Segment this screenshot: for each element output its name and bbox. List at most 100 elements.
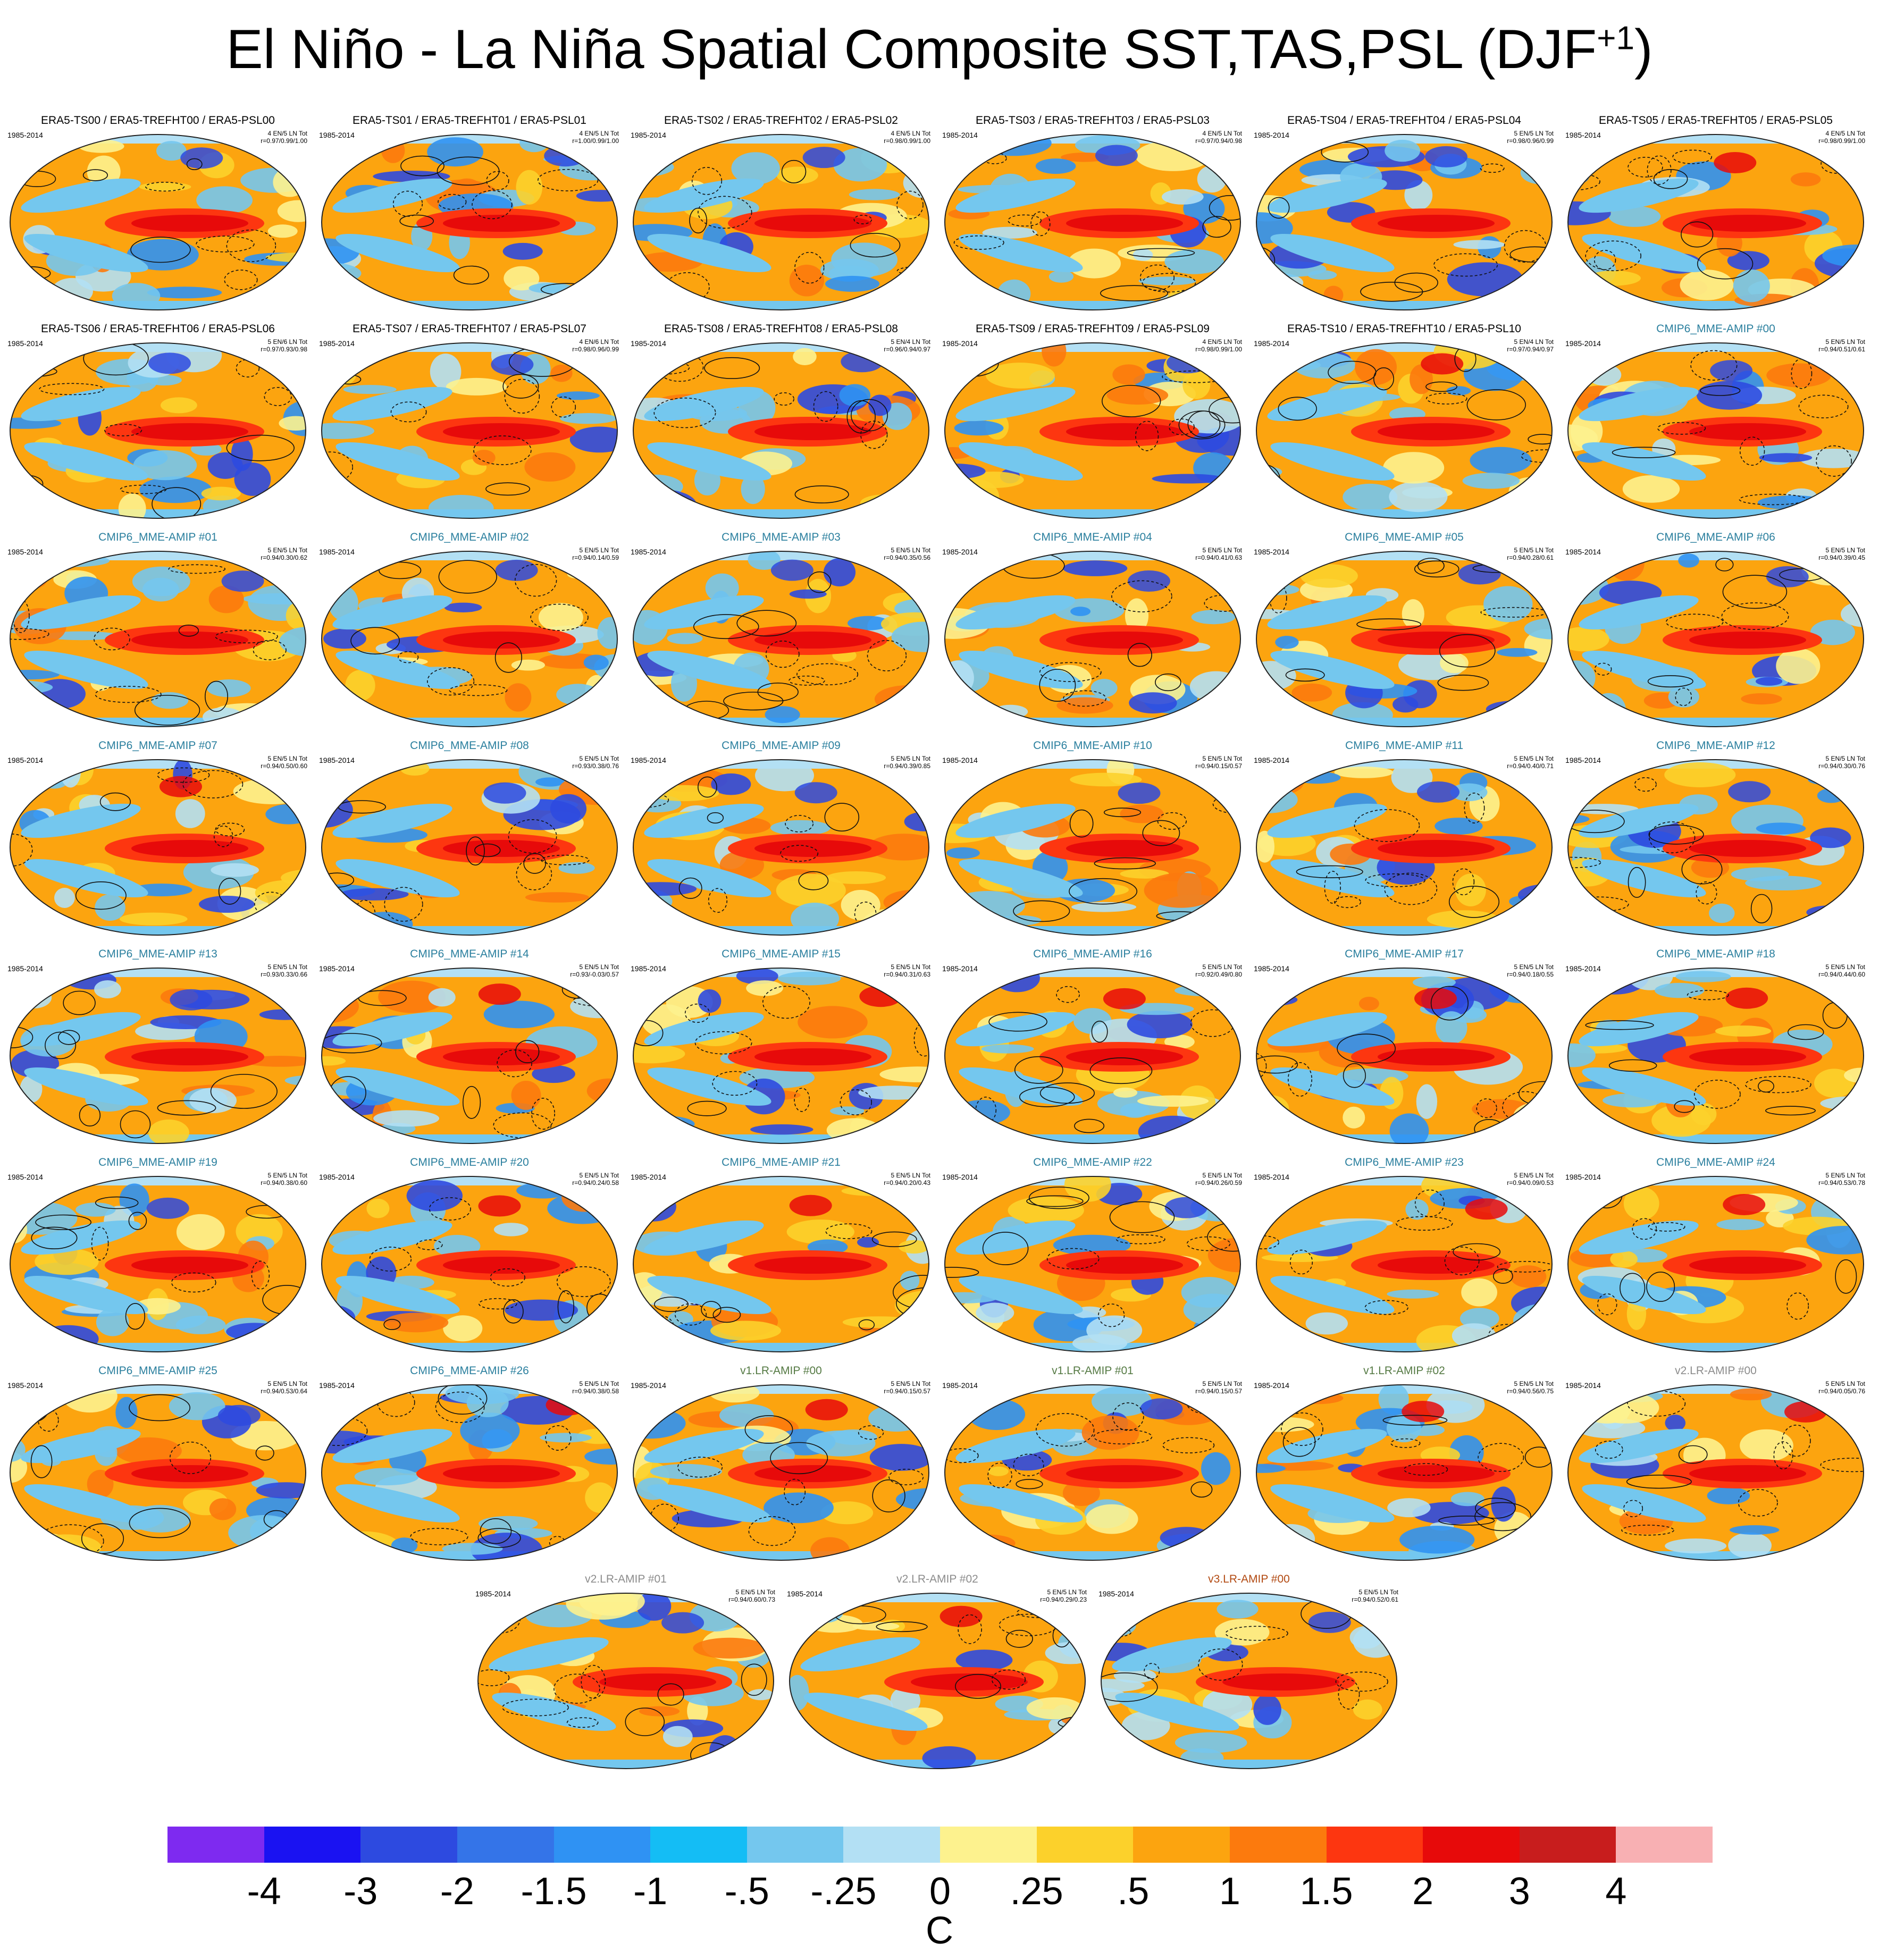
panel-title: CMIP6_MME-AMIP #12 bbox=[1656, 739, 1775, 752]
panel-title: CMIP6_MME-AMIP #10 bbox=[1033, 739, 1152, 752]
panel-period: 1985-2014 bbox=[319, 339, 355, 348]
map-panel: CMIP6_MME-AMIP #04 1985-2014 5 EN/5 LN Tot… bbox=[941, 531, 1244, 733]
panel-title: ERA5-TS04 / ERA5-TREFHT04 / ERA5-PSL04 bbox=[1287, 114, 1521, 127]
panel-correlations: r=0.94/0.56/0.75 bbox=[1507, 1387, 1554, 1395]
map-panel: CMIP6_MME-AMIP #08 1985-2014 5 EN/5 LN Tot… bbox=[318, 739, 621, 941]
panel-period: 1985-2014 bbox=[7, 1173, 43, 1181]
panel-event-counts: 5 EN/5 LN Tot bbox=[579, 546, 619, 554]
panel-period: 1985-2014 bbox=[942, 1173, 978, 1181]
panel-correlations: r=0.98/0.99/1.00 bbox=[1818, 137, 1865, 145]
globe-outline bbox=[633, 342, 929, 519]
panel-title: ERA5-TS06 / ERA5-TREFHT06 / ERA5-PSL06 bbox=[41, 323, 275, 335]
panel-correlations: r=1.00/0.99/1.00 bbox=[572, 137, 619, 145]
map-panel: CMIP6_MME-AMIP #11 1985-2014 5 EN/5 LN Tot… bbox=[1253, 739, 1556, 941]
colorbar-swatch bbox=[650, 1827, 747, 1863]
colorbar-swatch bbox=[167, 1827, 264, 1863]
panel-period: 1985-2014 bbox=[631, 1173, 666, 1181]
panel-event-counts: 5 EN/5 LN Tot bbox=[579, 1380, 619, 1387]
temperature-field bbox=[1568, 551, 1864, 727]
temperature-field bbox=[1256, 760, 1552, 935]
panel-title: CMIP6_MME-AMIP #15 bbox=[722, 948, 841, 960]
panel-period: 1985-2014 bbox=[787, 1589, 823, 1598]
temperature-field bbox=[945, 968, 1240, 1143]
panel-event-counts: 5 EN/5 LN Tot bbox=[1514, 963, 1554, 971]
panel-event-counts: 5 EN/6 LN Tot bbox=[267, 338, 307, 346]
panel-title: ERA5-TS07 / ERA5-TREFHT07 / ERA5-PSL07 bbox=[353, 323, 586, 335]
map-panel: CMIP6_MME-AMIP #01 1985-2014 5 EN/5 LN Tot… bbox=[6, 531, 309, 733]
globe-outline bbox=[944, 134, 1241, 310]
panel-event-counts: 5 EN/5 LN Tot bbox=[891, 755, 930, 762]
panel-correlations: r=0.97/0.99/1.00 bbox=[261, 137, 307, 145]
map-panel: CMIP6_MME-AMIP #09 1985-2014 5 EN/5 LN Tot… bbox=[630, 739, 933, 941]
globe-outline bbox=[1567, 134, 1864, 310]
globe-map bbox=[10, 551, 306, 727]
globe-map bbox=[477, 1593, 774, 1769]
map-panel: CMIP6_MME-AMIP #21 1985-2014 5 EN/5 LN Tot… bbox=[630, 1156, 933, 1358]
temperature-field bbox=[633, 343, 929, 518]
panel-title: CMIP6_MME-AMIP #05 bbox=[1345, 531, 1464, 543]
panel-event-counts: 5 EN/4 LN Tot bbox=[1514, 338, 1554, 346]
map-panel: CMIP6_MME-AMIP #06 1985-2014 5 EN/5 LN Tot… bbox=[1564, 531, 1867, 733]
colorbar-swatch bbox=[1036, 1827, 1134, 1863]
globe-map bbox=[1101, 1593, 1397, 1769]
globe-outline bbox=[1567, 759, 1864, 936]
panel-period: 1985-2014 bbox=[1254, 1381, 1289, 1390]
panel-period: 1985-2014 bbox=[1254, 131, 1289, 139]
temperature-field bbox=[633, 134, 929, 310]
globe-outline bbox=[10, 342, 306, 519]
colorbar bbox=[167, 1827, 1713, 1863]
temperature-field bbox=[322, 968, 617, 1143]
panel-event-counts: 5 EN/5 LN Tot bbox=[579, 755, 619, 762]
panel-period: 1985-2014 bbox=[319, 1381, 355, 1390]
temperature-field bbox=[1101, 1593, 1397, 1769]
globe-outline bbox=[944, 968, 1241, 1144]
map-panel: v1.LR-AMIP #00 1985-2014 5 EN/5 LN Tot r=0.… bbox=[630, 1364, 933, 1566]
colorbar-tick-label: -1.5 bbox=[521, 1870, 587, 1913]
map-panel: ERA5-TS07 / ERA5-TREFHT07 / ERA5-PSL07 19… bbox=[318, 322, 621, 524]
colorbar-swatch bbox=[553, 1827, 651, 1863]
colorbar-swatch bbox=[1229, 1827, 1327, 1863]
panel-event-counts: 5 EN/5 LN Tot bbox=[1358, 1588, 1398, 1596]
temperature-field bbox=[322, 1385, 617, 1560]
panel-correlations: r=0.94/0.30/0.62 bbox=[261, 554, 307, 561]
panel-period: 1985-2014 bbox=[1565, 964, 1601, 973]
temperature-field bbox=[10, 551, 306, 727]
globe-outline bbox=[633, 1384, 929, 1561]
panel-event-counts: 5 EN/5 LN Tot bbox=[735, 1588, 775, 1596]
panel-title: CMIP6_MME-AMIP #03 bbox=[722, 531, 841, 543]
panel-period: 1985-2014 bbox=[7, 339, 43, 348]
figure-title-close: ) bbox=[1634, 19, 1653, 80]
panel-title: CMIP6_MME-AMIP #22 bbox=[1033, 1156, 1152, 1168]
globe-outline bbox=[10, 1384, 306, 1561]
globe-map bbox=[944, 1176, 1241, 1352]
panel-period: 1985-2014 bbox=[1565, 1173, 1601, 1181]
globe-map bbox=[321, 1176, 618, 1352]
map-panel: CMIP6_MME-AMIP #17 1985-2014 5 EN/5 LN Tot… bbox=[1253, 947, 1556, 1149]
colorbar-units: C bbox=[926, 1909, 953, 1952]
panel-title: ERA5-TS00 / ERA5-TREFHT00 / ERA5-PSL00 bbox=[41, 114, 275, 127]
colorbar-swatch bbox=[746, 1827, 844, 1863]
map-panel: CMIP6_MME-AMIP #05 1985-2014 5 EN/5 LN Tot… bbox=[1253, 531, 1556, 733]
panel-correlations: r=0.97/0.94/0.97 bbox=[1507, 346, 1554, 353]
temperature-field bbox=[945, 551, 1240, 727]
panel-period: 1985-2014 bbox=[1565, 548, 1601, 556]
globe-outline bbox=[321, 551, 618, 727]
globe-map bbox=[1256, 134, 1553, 310]
map-panel: ERA5-TS02 / ERA5-TREFHT02 / ERA5-PSL02 19… bbox=[630, 114, 933, 316]
panel-event-counts: 5 EN/5 LN Tot bbox=[1202, 546, 1242, 554]
globe-outline bbox=[1256, 134, 1553, 310]
globe-map bbox=[1567, 551, 1864, 727]
panel-title: CMIP6_MME-AMIP #02 bbox=[410, 531, 529, 543]
globe-map bbox=[1567, 134, 1864, 310]
panel-correlations: r=0.94/0.50/0.60 bbox=[261, 762, 307, 770]
panel-title: v2.LR-AMIP #02 bbox=[896, 1573, 978, 1585]
globe-outline bbox=[633, 1176, 929, 1352]
panel-period: 1985-2014 bbox=[7, 1381, 43, 1390]
panel-event-counts: 5 EN/5 LN Tot bbox=[267, 963, 307, 971]
colorbar-tick-label: 2 bbox=[1412, 1870, 1434, 1913]
panel-event-counts: 5 EN/5 LN Tot bbox=[1514, 755, 1554, 762]
panel-event-counts: 5 EN/5 LN Tot bbox=[891, 1172, 930, 1179]
temperature-field bbox=[1256, 1385, 1552, 1560]
map-panel: ERA5-TS03 / ERA5-TREFHT03 / ERA5-PSL03 19… bbox=[941, 114, 1244, 316]
panel-correlations: r=0.94/0.51/0.61 bbox=[1818, 346, 1865, 353]
